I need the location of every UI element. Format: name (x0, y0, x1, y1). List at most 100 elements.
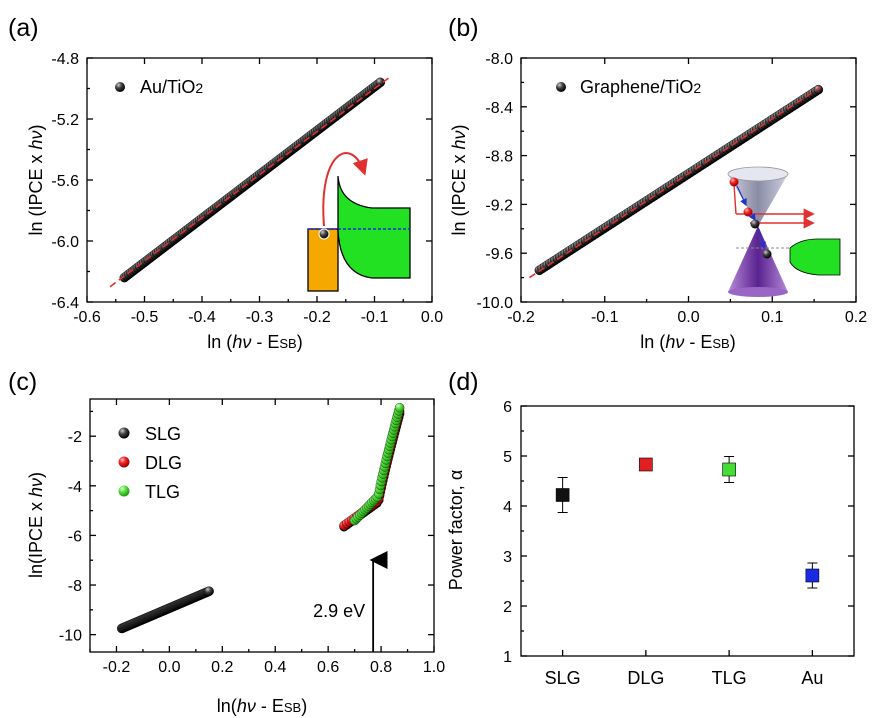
data-marker-slg (555, 488, 570, 502)
annotation-label: 2.9 eV (313, 601, 365, 621)
data-marker-dlg (639, 457, 653, 472)
b-ytick-label: -9.2 (485, 197, 513, 214)
inset-electron-arrow (322, 152, 368, 227)
category-label-slg: SLG (545, 668, 581, 688)
y-axis-label-d: Power factor, α (446, 470, 466, 590)
c-ytick-label: -2 (68, 429, 82, 446)
c-ytick-label: -4 (68, 479, 82, 496)
c-xtick-label: 0.8 (370, 659, 392, 676)
x-axis-label-a: ln (hν - ESB) (207, 332, 302, 352)
panel-label-b: (b) (448, 14, 479, 42)
y-axis-label-a: ln (IPCE x hν) (26, 124, 46, 235)
b-xtick-label: -0.1 (591, 309, 619, 326)
data-point-b (813, 84, 824, 95)
inset-lower-cone (728, 226, 788, 292)
legend-label-c-slg: SLG (145, 424, 181, 444)
chart-panel-c: -0.2 0.0 0.2 0.4 0.6 0.8 1.0 -10 -8 -6 -4 -2 ln(hν -… (26, 398, 445, 716)
a-xtick-label: 0.0 (421, 309, 443, 326)
chart-panel-a: -0.6 -0.5 -0.4 -0.3 -0.2 -0.1 0.0 -6.4 -6.0 -5.6 -… (26, 51, 443, 352)
inset-semiconductor-b (789, 238, 841, 276)
data-point-c-tlg (394, 402, 405, 413)
data-point-a (375, 77, 386, 88)
legend-marker-a (115, 82, 125, 92)
inset-electron-dirac (750, 219, 760, 229)
legend-label-b: Graphene/TiO2 (580, 77, 701, 97)
legend-label-c-dlg: DLG (145, 453, 182, 473)
d-ytick-label: 3 (503, 549, 512, 566)
a-xtick-label: -0.3 (246, 309, 274, 326)
legend-label-c-tlg: TLG (145, 482, 180, 502)
c-ytick-label: -8 (68, 578, 82, 595)
a-xtick-label: -0.1 (361, 309, 389, 326)
legend-marker-c-dlg (118, 456, 130, 468)
inset-hot-arrow-stem (733, 183, 737, 215)
c-xtick-label: 0.6 (317, 659, 339, 676)
b-ytick-label: -9.6 (485, 246, 513, 263)
fit-line-b (528, 84, 825, 279)
a-xtick-label: -0.5 (131, 309, 159, 326)
y-axis-label-c: ln(IPCE x hν) (26, 472, 46, 578)
b-ytick-label: -10.0 (477, 295, 514, 312)
legend-label-a: Au/TiO2 (140, 77, 203, 97)
c-xtick-label: -0.2 (103, 659, 131, 676)
inset-relax-arrow-2 (748, 213, 756, 222)
b-xtick-label: -0.2 (507, 309, 535, 326)
panel-label-d: (d) (448, 368, 479, 396)
d-ytick-label: 2 (503, 599, 512, 616)
category-label-dlg: DLG (627, 668, 664, 688)
plot-frame-c (89, 398, 435, 653)
inset-relax-arrow-3 (758, 228, 766, 250)
a-ytick-label: -4.8 (51, 51, 79, 68)
c-ytick-label: -10 (59, 628, 82, 645)
category-label-tlg: TLG (712, 668, 747, 688)
inset-upper-cone-top (727, 166, 789, 182)
inset-electron-hot (729, 177, 739, 187)
data-point-c-slg (204, 586, 214, 597)
x-axis-label-b: ln (hν - ESB) (640, 332, 735, 352)
c-xtick-label: 0.4 (264, 659, 286, 676)
x-axis-label-c: ln(hν - ESB) (217, 696, 307, 716)
a-xtick-label: -0.4 (188, 309, 216, 326)
b-ytick-label: -8.4 (485, 100, 513, 117)
c-xtick-label: 1.0 (423, 659, 445, 676)
chart-panel-b: -0.2 -0.1 0.0 0.1 0.2 -10.0 -9.6 -9.2 -8.8 -8.4 -8… (449, 51, 867, 352)
a-xtick-label: -0.2 (303, 309, 331, 326)
c-xtick-label: 0.2 (211, 659, 233, 676)
fit-line-a (109, 77, 390, 288)
legend-marker-c-tlg (118, 485, 130, 497)
c-ytick-label: -6 (68, 528, 82, 545)
d-ytick-label: 1 (503, 649, 512, 666)
category-label-au: Au (801, 668, 823, 688)
inset-electron (318, 228, 330, 240)
a-ytick-label: -5.2 (51, 112, 79, 129)
legend-marker-c-slg (118, 427, 130, 439)
plot-frame-d (520, 405, 855, 657)
b-ytick-label: -8.0 (485, 51, 513, 68)
d-ytick-label: 5 (503, 449, 512, 466)
inset-dirac-cone (727, 166, 841, 297)
d-ytick-label: 6 (503, 399, 512, 416)
c-xtick-label: 0.0 (158, 659, 180, 676)
b-ytick-label: -8.8 (485, 149, 513, 166)
a-ytick-label: -6.0 (51, 234, 79, 251)
data-marker-tlg (722, 462, 736, 477)
a-ytick-label: -6.4 (51, 295, 79, 312)
legend-marker-b (556, 82, 566, 92)
chart-panel-d: 1 2 3 4 5 6 SLG DLG TLG Au Power factor, α (446, 399, 855, 688)
b-xtick-label: 0.0 (677, 309, 699, 326)
data-marker-au (805, 568, 820, 583)
b-xtick-label: 0.2 (845, 309, 867, 326)
panel-label-a: (a) (8, 14, 39, 42)
inset-upper-cone (728, 174, 788, 226)
panel-label-c: (c) (8, 368, 37, 396)
inset-lower-cone-bottom (728, 287, 788, 297)
a-ytick-label: -5.6 (51, 173, 79, 190)
inset-semiconductor (337, 175, 411, 279)
d-ytick-label: 4 (503, 499, 512, 516)
y-axis-label-b: ln (IPCE x hν) (449, 124, 469, 235)
inset-relax-arrow-1 (736, 185, 747, 207)
a-xtick-label: -0.6 (73, 309, 101, 326)
inset-electron-low (762, 249, 772, 259)
inset-au-tio2 (307, 152, 411, 292)
